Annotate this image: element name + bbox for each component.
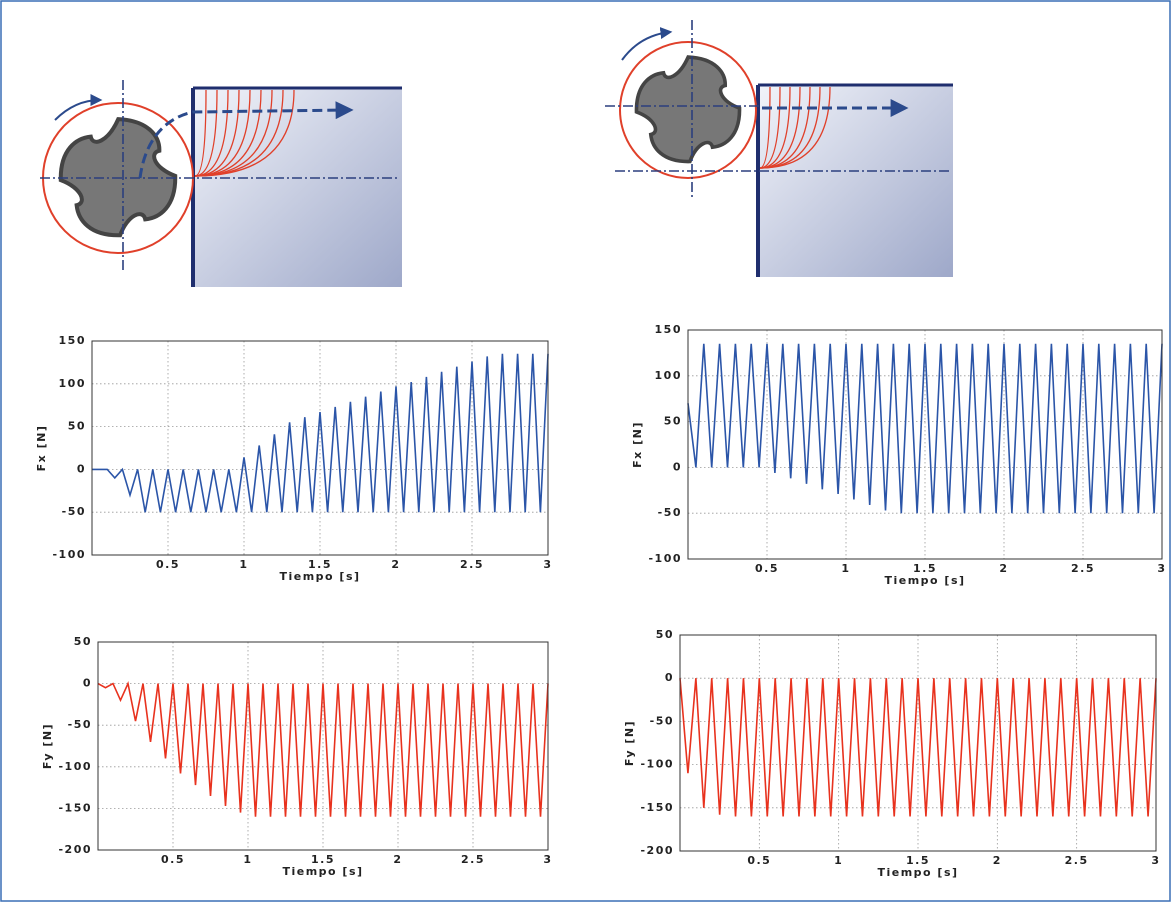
x-tick-label: 0.5 — [156, 558, 180, 571]
cut-arc — [194, 89, 295, 177]
x-axis-label: Tiempo [s] — [282, 865, 363, 878]
y-tick-label: -50 — [650, 714, 674, 727]
x-tick-label: 2.5 — [1065, 854, 1089, 867]
x-tick-label: 2 — [993, 854, 1002, 867]
x-tick-label: 3 — [1157, 562, 1166, 575]
signal-line — [97, 680, 549, 817]
y-axis-label: Fx [N] — [631, 421, 644, 468]
y-tick-label: -100 — [640, 758, 674, 771]
signal-line — [687, 343, 1163, 514]
x-tick-label: 2.5 — [460, 558, 484, 571]
plot-border — [679, 634, 1157, 852]
x-tick-label: 2 — [999, 562, 1008, 575]
y-axis-label: Fy [N] — [41, 723, 54, 769]
y-tick-label: 150 — [655, 323, 682, 336]
x-tick-label: 0.5 — [747, 854, 771, 867]
x-tick-label: 1.5 — [311, 853, 335, 866]
x-axis-label: Tiempo [s] — [279, 570, 360, 583]
signal-line — [679, 678, 1157, 817]
diagram-right — [605, 20, 953, 277]
x-tick-label: 1 — [243, 853, 252, 866]
y-tick-label: 0 — [77, 462, 86, 475]
x-tick-label: 1 — [239, 558, 248, 571]
y-tick-label: 150 — [59, 334, 86, 347]
x-tick-label: 3 — [543, 853, 552, 866]
y-tick-label: -50 — [658, 506, 682, 519]
x-tick-label: 1.5 — [906, 854, 930, 867]
signal-line — [92, 353, 549, 513]
x-tick-label: 2.5 — [1071, 562, 1095, 575]
y-tick-label: 0 — [665, 671, 674, 684]
x-tick-label: 1.5 — [913, 562, 937, 575]
cut-arc — [759, 86, 831, 169]
y-tick-label: -150 — [58, 801, 92, 814]
x-tick-label: 2 — [393, 853, 402, 866]
plot-border — [97, 641, 549, 851]
x-tick-label: 0.5 — [755, 562, 779, 575]
y-tick-label: -50 — [62, 505, 86, 518]
x-tick-label: 2.5 — [461, 853, 485, 866]
x-tick-label: 3 — [1151, 854, 1160, 867]
y-tick-label: -100 — [58, 760, 92, 773]
y-tick-label: -50 — [68, 718, 92, 731]
x-axis-label: Tiempo [s] — [884, 574, 965, 587]
x-axis-label: Tiempo [s] — [877, 866, 958, 879]
x-tick-label: 0.5 — [161, 853, 185, 866]
plot-frame — [687, 329, 1163, 560]
y-tick-label: 50 — [664, 415, 682, 428]
y-axis-label: Fy [N] — [623, 720, 636, 766]
x-tick-label: 3 — [543, 558, 552, 571]
y-axis-label: Fx [N] — [35, 425, 48, 472]
y-tick-label: 50 — [656, 628, 674, 641]
y-tick-label: 0 — [83, 677, 92, 690]
y-tick-label: -150 — [640, 801, 674, 814]
y-tick-label: 50 — [68, 420, 86, 433]
x-tick-label: 1.5 — [308, 558, 332, 571]
x-tick-label: 2 — [391, 558, 400, 571]
plot-border — [91, 340, 549, 556]
y-tick-label: 100 — [59, 377, 86, 390]
y-tick-label: -100 — [52, 548, 86, 561]
diagram-left — [40, 80, 402, 287]
y-tick-label: 50 — [74, 635, 92, 648]
plot-border — [687, 329, 1163, 560]
x-tick-label: 1 — [834, 854, 843, 867]
y-tick-label: 100 — [655, 369, 682, 382]
y-tick-label: -200 — [640, 844, 674, 857]
y-tick-label: -100 — [648, 552, 682, 565]
y-tick-label: -200 — [58, 843, 92, 856]
y-tick-label: 0 — [673, 460, 682, 473]
x-tick-label: 1 — [841, 562, 850, 575]
